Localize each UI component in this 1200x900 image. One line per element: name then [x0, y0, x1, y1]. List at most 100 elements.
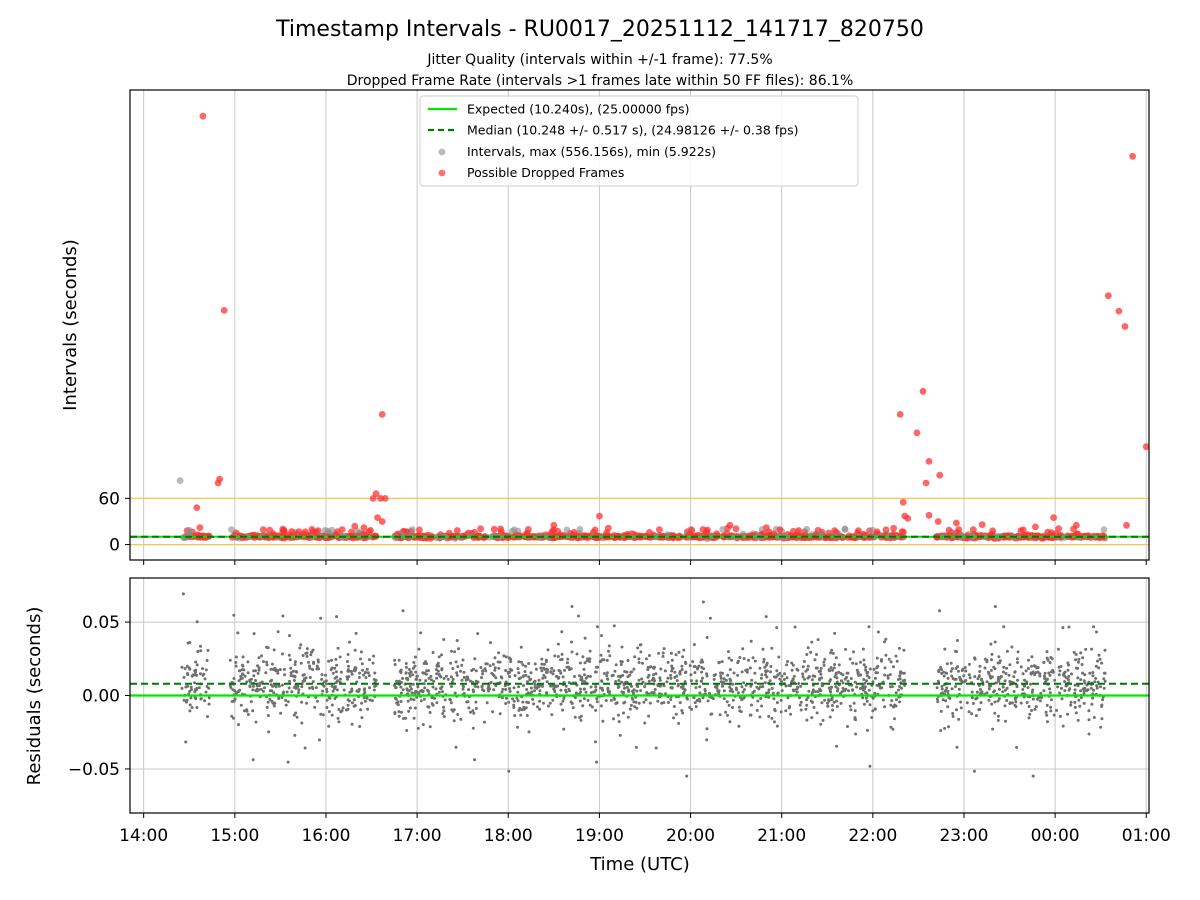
- residual-point: [407, 709, 411, 713]
- residual-point: [279, 711, 283, 715]
- residual-point: [654, 672, 658, 676]
- residual-point: [759, 676, 763, 680]
- residual-point: [1081, 671, 1085, 675]
- residual-point: [409, 697, 413, 701]
- residual-point: [1004, 688, 1007, 692]
- residual-point: [589, 691, 593, 695]
- residual-point: [334, 657, 338, 661]
- residual-point: [863, 690, 867, 694]
- residual-point: [449, 701, 453, 705]
- residual-point: [265, 645, 268, 649]
- residual-point: [462, 692, 466, 695]
- residual-point: [319, 712, 323, 716]
- residual-point: [532, 702, 536, 706]
- residual-point: [581, 704, 585, 708]
- x-tick-label: 18:00: [484, 826, 533, 846]
- residual-point: [738, 656, 742, 659]
- residual-point: [727, 703, 731, 707]
- residual-point: [1069, 700, 1073, 704]
- residual-point: [411, 682, 415, 686]
- residual-point: [851, 688, 855, 692]
- residual-point: [853, 716, 857, 720]
- residual-point: [758, 715, 762, 719]
- residual-point: [700, 658, 704, 662]
- residual-point: [471, 709, 475, 713]
- dropped-frame-point: [1032, 523, 1039, 531]
- residual-point: [243, 674, 247, 678]
- residual-point: [861, 696, 865, 700]
- dropped-frame-point: [936, 471, 944, 479]
- residual-point: [280, 652, 284, 656]
- residual-point: [203, 677, 207, 681]
- residual-point: [582, 697, 586, 701]
- residual-point: [364, 676, 368, 680]
- dropped-frame-point: [550, 521, 558, 529]
- residual-point: [435, 672, 439, 676]
- residual-point: [709, 712, 713, 716]
- residual-point: [436, 669, 440, 673]
- residual-point: [550, 713, 554, 717]
- residual-point: [184, 685, 188, 689]
- residual-point: [940, 684, 944, 688]
- residual-point: [504, 688, 508, 691]
- residual-point: [541, 676, 545, 680]
- residual-point: [715, 686, 719, 690]
- residual-point: [770, 716, 774, 720]
- residual-point: [871, 709, 875, 713]
- residual-point: [483, 667, 487, 671]
- residual-point: [1034, 705, 1038, 709]
- residual-point: [1039, 691, 1043, 695]
- residual-point: [504, 655, 508, 659]
- residual-point: [854, 732, 858, 736]
- residual-point: [855, 685, 859, 689]
- residual-point: [742, 681, 746, 685]
- residual-point: [521, 663, 525, 667]
- residual-point: [292, 679, 296, 682]
- residual-point: [434, 687, 438, 691]
- residual-point: [393, 658, 397, 662]
- residual-point: [325, 698, 329, 702]
- residual-point: [397, 714, 401, 718]
- residual-point: [997, 697, 1001, 701]
- dropped-frame-point: [453, 527, 461, 534]
- residual-point: [462, 676, 466, 679]
- residual-point: [314, 686, 318, 690]
- residual-point: [1023, 684, 1026, 688]
- residual-point: [817, 670, 821, 673]
- residual-point: [862, 663, 866, 667]
- residual-point: [1049, 709, 1053, 713]
- interval-point: [258, 532, 266, 539]
- residual-point: [654, 746, 658, 750]
- residual-point: [366, 707, 370, 711]
- residual-point: [1058, 669, 1062, 673]
- residual-point: [951, 715, 955, 718]
- residual-point: [965, 701, 969, 705]
- residual-point: [975, 690, 979, 694]
- residual-point: [892, 705, 896, 709]
- residual-point: [294, 670, 298, 673]
- residual-point: [741, 690, 745, 694]
- residual-point: [452, 719, 456, 723]
- residual-point: [473, 758, 477, 762]
- residual-point: [450, 685, 453, 688]
- residual-point: [647, 673, 651, 677]
- residual-point: [333, 676, 337, 680]
- interval-point: [739, 530, 747, 538]
- residual-point: [1023, 678, 1026, 682]
- residual-point: [550, 684, 554, 688]
- residual-point: [810, 640, 814, 644]
- residual-point: [1031, 688, 1035, 692]
- dropped-frame-point: [899, 498, 907, 506]
- residual-point: [288, 658, 292, 662]
- residual-point: [619, 675, 622, 679]
- residual-point: [1067, 625, 1071, 629]
- residual-point: [758, 666, 762, 670]
- residual-point: [479, 666, 483, 669]
- residual-point: [399, 691, 403, 695]
- residual-point: [1059, 665, 1063, 668]
- residual-point: [705, 727, 709, 731]
- residual-point: [721, 684, 724, 688]
- residual-point: [971, 702, 975, 705]
- residual-point: [1019, 701, 1023, 705]
